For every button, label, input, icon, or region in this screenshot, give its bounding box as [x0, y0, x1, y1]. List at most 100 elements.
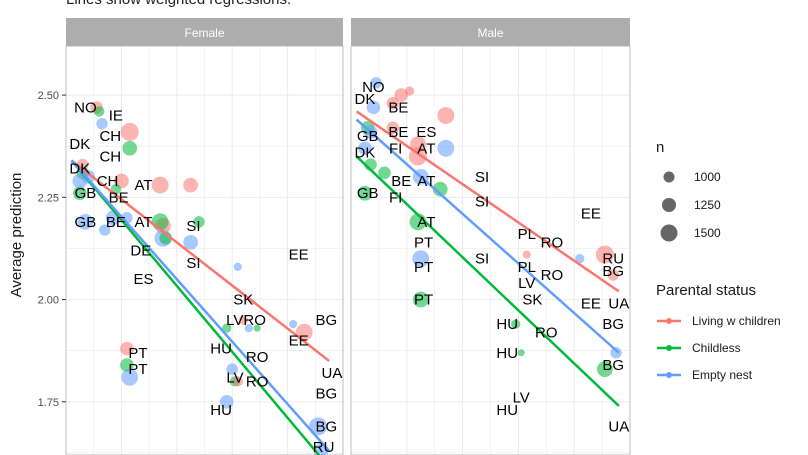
country-label: AT: [417, 214, 435, 231]
country-label: RU: [602, 251, 624, 268]
data-point: [437, 139, 455, 157]
country-label: CH: [97, 173, 119, 190]
country-label: FI: [389, 140, 402, 157]
data-point: [183, 234, 199, 250]
data-point: [244, 324, 253, 333]
data-point: [412, 291, 429, 308]
country-label: BE: [106, 214, 126, 231]
data-point: [358, 141, 372, 156]
country-label: EE: [581, 206, 601, 223]
data-point: [193, 216, 205, 228]
data-point: [120, 358, 134, 372]
regression-line: [355, 118, 620, 354]
country-label: CH: [99, 148, 121, 165]
country-label: IE: [109, 108, 123, 125]
country-label: PT: [128, 361, 147, 378]
country-label: BG: [316, 312, 338, 329]
country-label: LV: [518, 275, 535, 292]
legend: n 1000 1250 1500 Parental status Living w chi…: [656, 139, 781, 382]
country-label: DK: [69, 136, 90, 153]
country-label: AT: [417, 173, 435, 190]
data-point: [378, 166, 391, 180]
size-legend-key: [662, 198, 676, 212]
country-label: ES: [416, 124, 436, 141]
size-legend-label: 1000: [694, 170, 721, 184]
country-label: SI: [186, 255, 200, 272]
country-label: BE: [388, 99, 408, 116]
size-legend-label: 1250: [694, 198, 721, 212]
country-label: SI: [186, 218, 200, 235]
size-legend-key: [660, 224, 678, 242]
regression-line: [70, 159, 321, 455]
color-legend-dot: [666, 345, 672, 351]
country-label: PL: [518, 259, 536, 276]
country-label: AT: [417, 140, 435, 157]
country-label: BG: [316, 418, 338, 435]
country-label: AT: [135, 214, 153, 231]
country-label: SK: [522, 292, 542, 309]
regression-line: [355, 110, 620, 293]
color-legend-label: Living w children: [692, 314, 781, 328]
country-label: GB: [357, 185, 379, 202]
y-tick-label: 2.25: [38, 192, 59, 204]
country-label: BG: [316, 386, 338, 403]
color-legend-dot: [666, 372, 672, 378]
data-point: [386, 96, 400, 110]
data-point: [151, 176, 169, 194]
country-label: PT: [414, 259, 433, 276]
color-legend-label: Empty nest: [692, 368, 753, 382]
country-label: SI: [475, 251, 489, 268]
panel-border: [350, 45, 631, 455]
country-label: PL: [518, 226, 536, 243]
data-point: [233, 262, 242, 271]
country-label: UA: [608, 418, 629, 435]
size-legend-key: [663, 171, 675, 183]
data-point: [121, 368, 139, 386]
country-label: FI: [389, 189, 402, 206]
country-label: AT: [135, 177, 153, 194]
y-tick-label: 1.75: [38, 397, 59, 409]
data-point: [357, 185, 373, 201]
country-label: EE: [289, 332, 309, 349]
country-label: NO: [362, 79, 385, 96]
country-label: HU: [496, 316, 518, 333]
data-point: [96, 117, 108, 130]
data-point: [94, 106, 105, 117]
country-label: BE: [391, 173, 411, 190]
data-point: [122, 140, 138, 156]
country-label: HU: [210, 341, 232, 358]
chart-subtitle: Lines show weighted regressions.: [66, 0, 291, 8]
data-point: [517, 349, 525, 357]
data-point: [120, 122, 139, 141]
country-label: SI: [475, 169, 489, 186]
facet-strip-label: Female: [184, 26, 224, 40]
data-point: [238, 315, 248, 325]
data-point: [222, 323, 232, 333]
y-axis-title: Average prediction: [8, 173, 25, 298]
size-legend-title: n: [656, 139, 664, 156]
data-point: [522, 250, 531, 259]
country-label: HU: [496, 402, 518, 419]
color-legend-title: Parental status: [656, 282, 756, 299]
y-tick-label: 2.00: [38, 295, 59, 307]
data-point: [432, 181, 448, 197]
country-label: RO: [535, 324, 558, 341]
country-label: BG: [602, 263, 624, 280]
country-label: HU: [496, 345, 518, 362]
data-point: [99, 224, 111, 236]
country-label: PT: [128, 345, 147, 362]
country-label: RU: [313, 439, 335, 455]
country-label: DK: [355, 144, 376, 161]
panel-border: [65, 45, 344, 455]
data-point: [412, 250, 430, 268]
data-point: [295, 323, 313, 341]
country-label: PT: [414, 234, 433, 251]
country-label: PT: [414, 292, 433, 309]
data-point: [253, 324, 261, 332]
data-point: [595, 245, 614, 264]
country-label: RO: [246, 349, 269, 366]
color-legend-dot: [666, 318, 672, 324]
